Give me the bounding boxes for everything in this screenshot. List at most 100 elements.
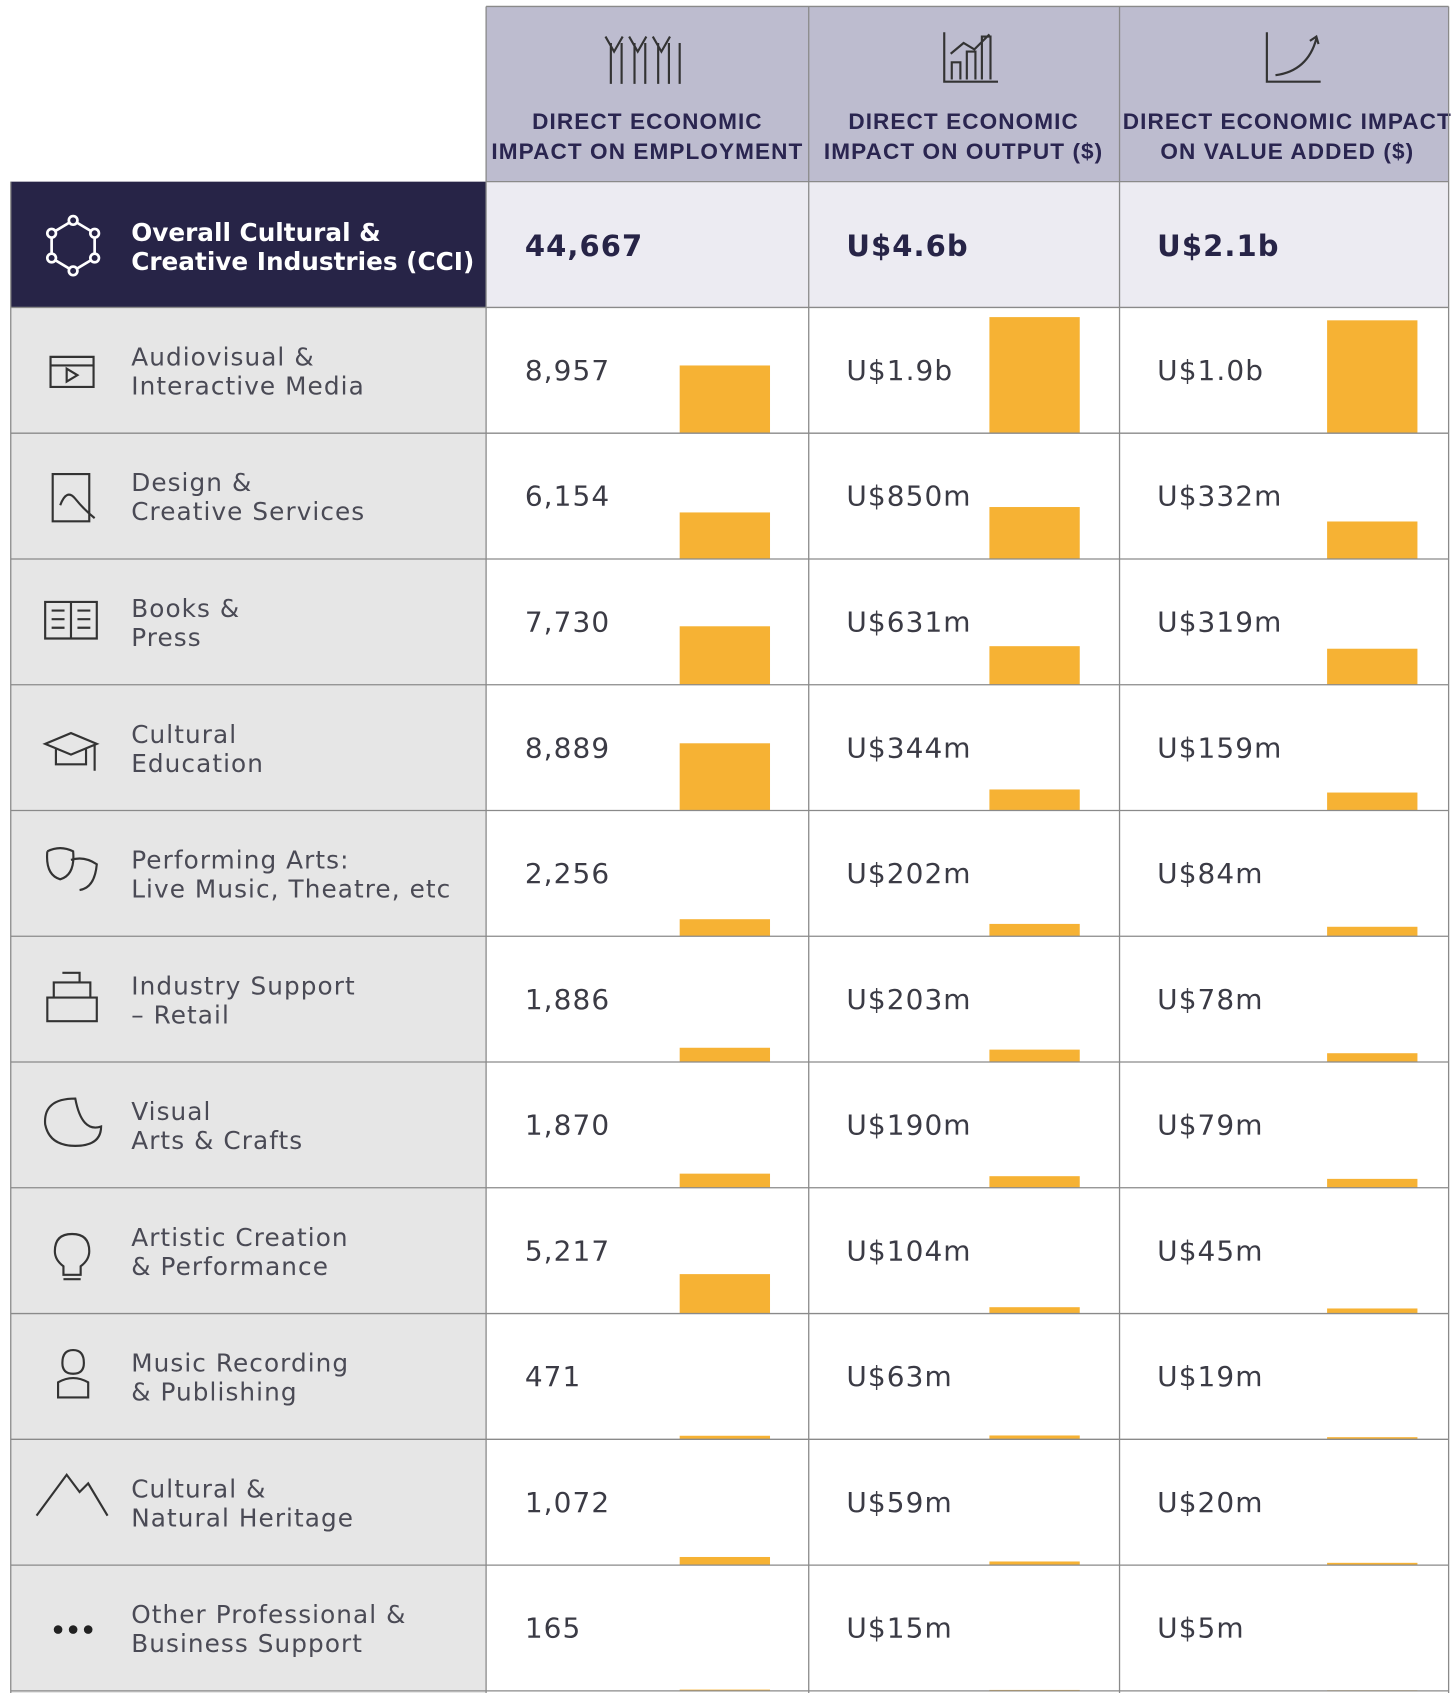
bar	[989, 789, 1080, 811]
value-added-icon	[1265, 32, 1321, 83]
bar	[989, 923, 1080, 937]
cell-value: 165	[525, 1612, 582, 1645]
cell-value: 471	[525, 1360, 582, 1393]
bar	[989, 1176, 1080, 1188]
register-icon	[46, 971, 98, 1023]
row-label: – Retail	[131, 1000, 230, 1029]
cell-value: 8,889	[525, 731, 610, 764]
row-label: Education	[131, 749, 264, 778]
cell-value: U$78m	[1157, 983, 1263, 1016]
row-label: Arts & Crafts	[131, 1126, 303, 1155]
bar	[679, 743, 771, 811]
cell-value: 2,256	[525, 857, 610, 890]
cell-value: U$19m	[1157, 1360, 1263, 1393]
cell-value: U$5m	[1157, 1612, 1245, 1645]
row-label: & Publishing	[131, 1378, 297, 1407]
cell-value: U$20m	[1157, 1486, 1263, 1519]
total-value: 44,667	[525, 229, 643, 263]
cci-icon	[45, 214, 101, 277]
total-value-cells	[486, 181, 1449, 308]
cell-value: 1,886	[525, 983, 610, 1016]
bar	[989, 317, 1080, 434]
cell-value: 6,154	[525, 480, 610, 513]
bar	[1327, 521, 1418, 559]
bar	[1327, 1178, 1418, 1188]
row-label: Other Professional &	[131, 1600, 406, 1629]
label-column	[10, 307, 487, 1693]
row-icons	[35, 355, 109, 1517]
row-label: & Performance	[131, 1252, 329, 1281]
cell-value: U$104m	[846, 1234, 971, 1267]
row-label: Interactive Media	[131, 372, 365, 401]
cell-value: U$850m	[846, 480, 971, 513]
books-icon	[44, 600, 98, 640]
cell-value: U$84m	[1157, 857, 1263, 890]
cell-value: U$202m	[846, 857, 971, 890]
bar	[989, 1307, 1080, 1314]
cell-value: U$631m	[846, 606, 971, 639]
more-icon	[53, 1625, 93, 1634]
design-icon	[51, 472, 96, 523]
palette-icon	[44, 1097, 103, 1147]
output-icon	[943, 32, 999, 83]
bulb-icon	[53, 1232, 91, 1281]
cell-value: U$190m	[846, 1109, 971, 1142]
row-label: Design &	[131, 468, 252, 497]
bar	[989, 1561, 1080, 1566]
bar	[989, 1435, 1080, 1440]
bar	[679, 1173, 771, 1188]
bar	[679, 1556, 771, 1566]
row-label: Audiovisual &	[131, 342, 314, 371]
total-value: U$4.6b	[846, 229, 968, 263]
bar	[1327, 320, 1418, 434]
cell-value: U$63m	[846, 1360, 952, 1393]
bar	[1327, 1437, 1418, 1440]
column-header: IMPACT ON EMPLOYMENT	[491, 139, 803, 164]
total-value: U$2.1b	[1157, 229, 1279, 263]
bar	[679, 919, 771, 937]
media-icon	[49, 355, 95, 389]
row-label: Books &	[131, 594, 240, 623]
bar	[1327, 926, 1418, 937]
cell-value: U$1.9b	[846, 354, 953, 387]
bar	[989, 507, 1080, 559]
row-label: Creative Services	[131, 497, 365, 526]
masks-icon	[45, 847, 98, 892]
column-header: DIRECT ECONOMIC IMPACT	[1123, 109, 1452, 134]
bar	[1327, 648, 1418, 685]
heritage-icon	[35, 1472, 109, 1517]
bar	[989, 646, 1080, 685]
cell-value: 7,730	[525, 606, 610, 639]
cell-value: 8,957	[525, 354, 610, 387]
bar	[989, 1049, 1080, 1063]
column-header: DIRECT ECONOMIC	[532, 109, 763, 134]
total-label: Overall Cultural &	[131, 218, 381, 247]
row-label: Artistic Creation	[131, 1223, 348, 1252]
cell-value: U$332m	[1157, 480, 1282, 513]
cell-value: 5,217	[525, 1234, 610, 1267]
cell-value: 1,870	[525, 1109, 610, 1142]
bar	[679, 1435, 771, 1440]
row-label: Press	[131, 623, 201, 652]
bar	[1327, 1053, 1418, 1063]
cell-value: U$344m	[846, 731, 971, 764]
column-header: IMPACT ON OUTPUT ($)	[824, 139, 1103, 164]
cell-value: U$59m	[846, 1486, 952, 1519]
row-label: Industry Support	[131, 971, 356, 1000]
cell-value: U$159m	[1157, 731, 1282, 764]
cell-value: U$45m	[1157, 1234, 1263, 1267]
cell-value: 1,072	[525, 1486, 610, 1519]
row-label: Natural Heritage	[131, 1503, 354, 1532]
cell-value: U$319m	[1157, 606, 1282, 639]
bar	[1327, 1562, 1418, 1566]
cell-value: U$79m	[1157, 1109, 1263, 1142]
total-label: Creative Industries (CCI)	[131, 247, 474, 276]
column-header: ON VALUE ADDED ($)	[1160, 139, 1414, 164]
bar	[679, 1274, 771, 1314]
bar	[1327, 792, 1418, 811]
employment-icon	[604, 36, 681, 84]
row-label: Visual	[131, 1097, 211, 1126]
row-label: Cultural	[131, 720, 237, 749]
